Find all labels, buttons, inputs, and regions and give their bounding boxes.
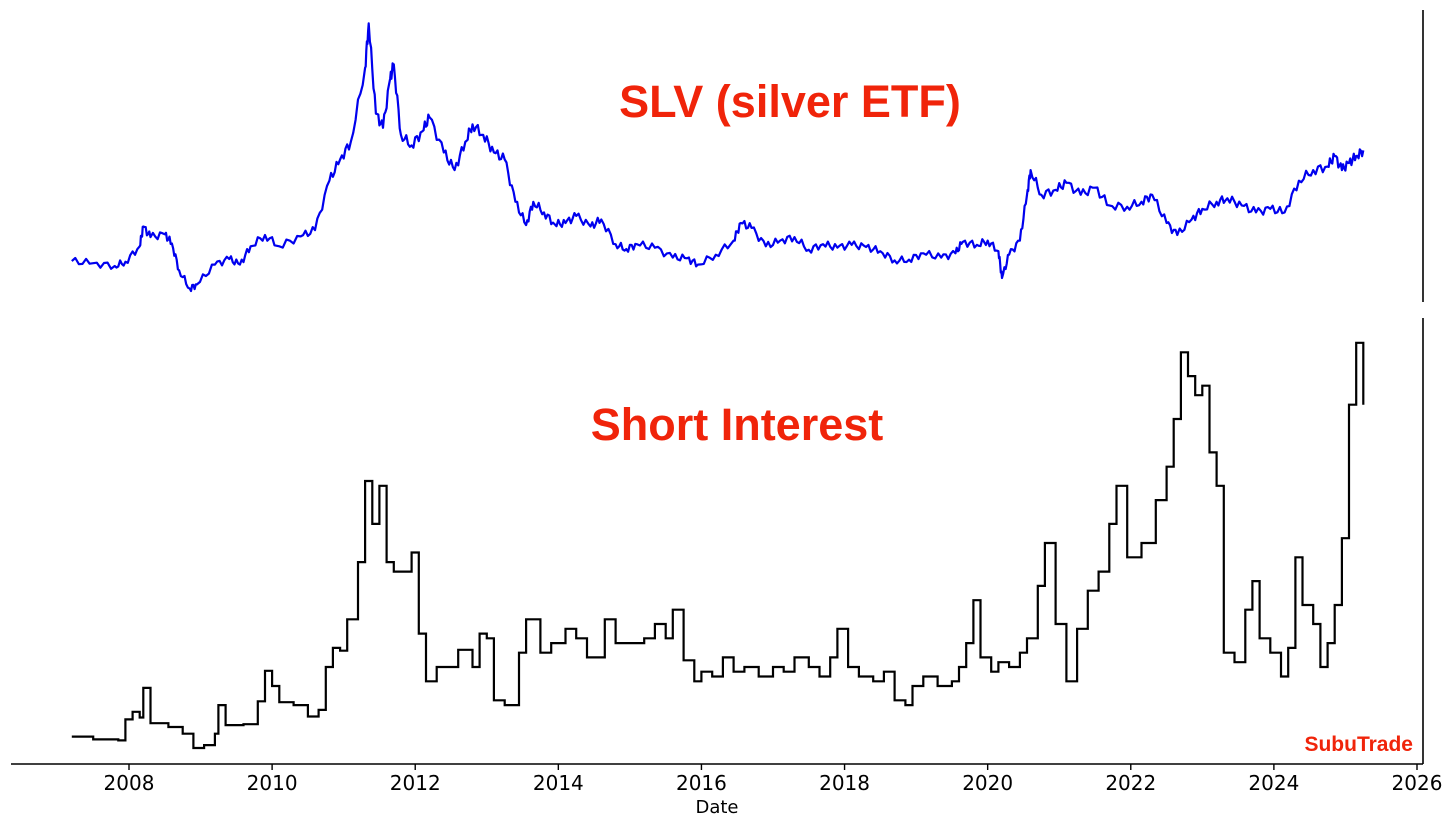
x-tick-label: 2022 xyxy=(1105,771,1156,795)
slv-price-line xyxy=(71,22,1365,293)
x-tick-label: 2020 xyxy=(962,771,1013,795)
x-tick-label: 2024 xyxy=(1248,771,1299,795)
x-tick-label: 2016 xyxy=(676,771,727,795)
x-tick-label: 2014 xyxy=(533,771,584,795)
x-tick-label: 2010 xyxy=(247,771,298,795)
x-tick-label: 2008 xyxy=(104,771,155,795)
x-tick-label: 2018 xyxy=(819,771,870,795)
short-interest-line xyxy=(71,341,1365,750)
x-tick-label: 2026 xyxy=(1392,771,1443,795)
x-axis-label: Date xyxy=(695,797,738,818)
slv-panel: SLV (silver ETF) xyxy=(71,10,1424,302)
x-axis-ticks: 2008 2010 2012 2014 2016 2018 2020 2022 2024 2026 xyxy=(104,764,1443,795)
short-interest-title: Short Interest xyxy=(591,399,884,450)
subutrade-watermark: SubuTrade xyxy=(1304,733,1413,756)
short-interest-panel: Short Interest 2008 2010 2012 2014 2016 2018 2… xyxy=(11,318,1442,818)
x-tick-label: 2012 xyxy=(390,771,441,795)
slv-title: SLV (silver ETF) xyxy=(619,76,961,127)
